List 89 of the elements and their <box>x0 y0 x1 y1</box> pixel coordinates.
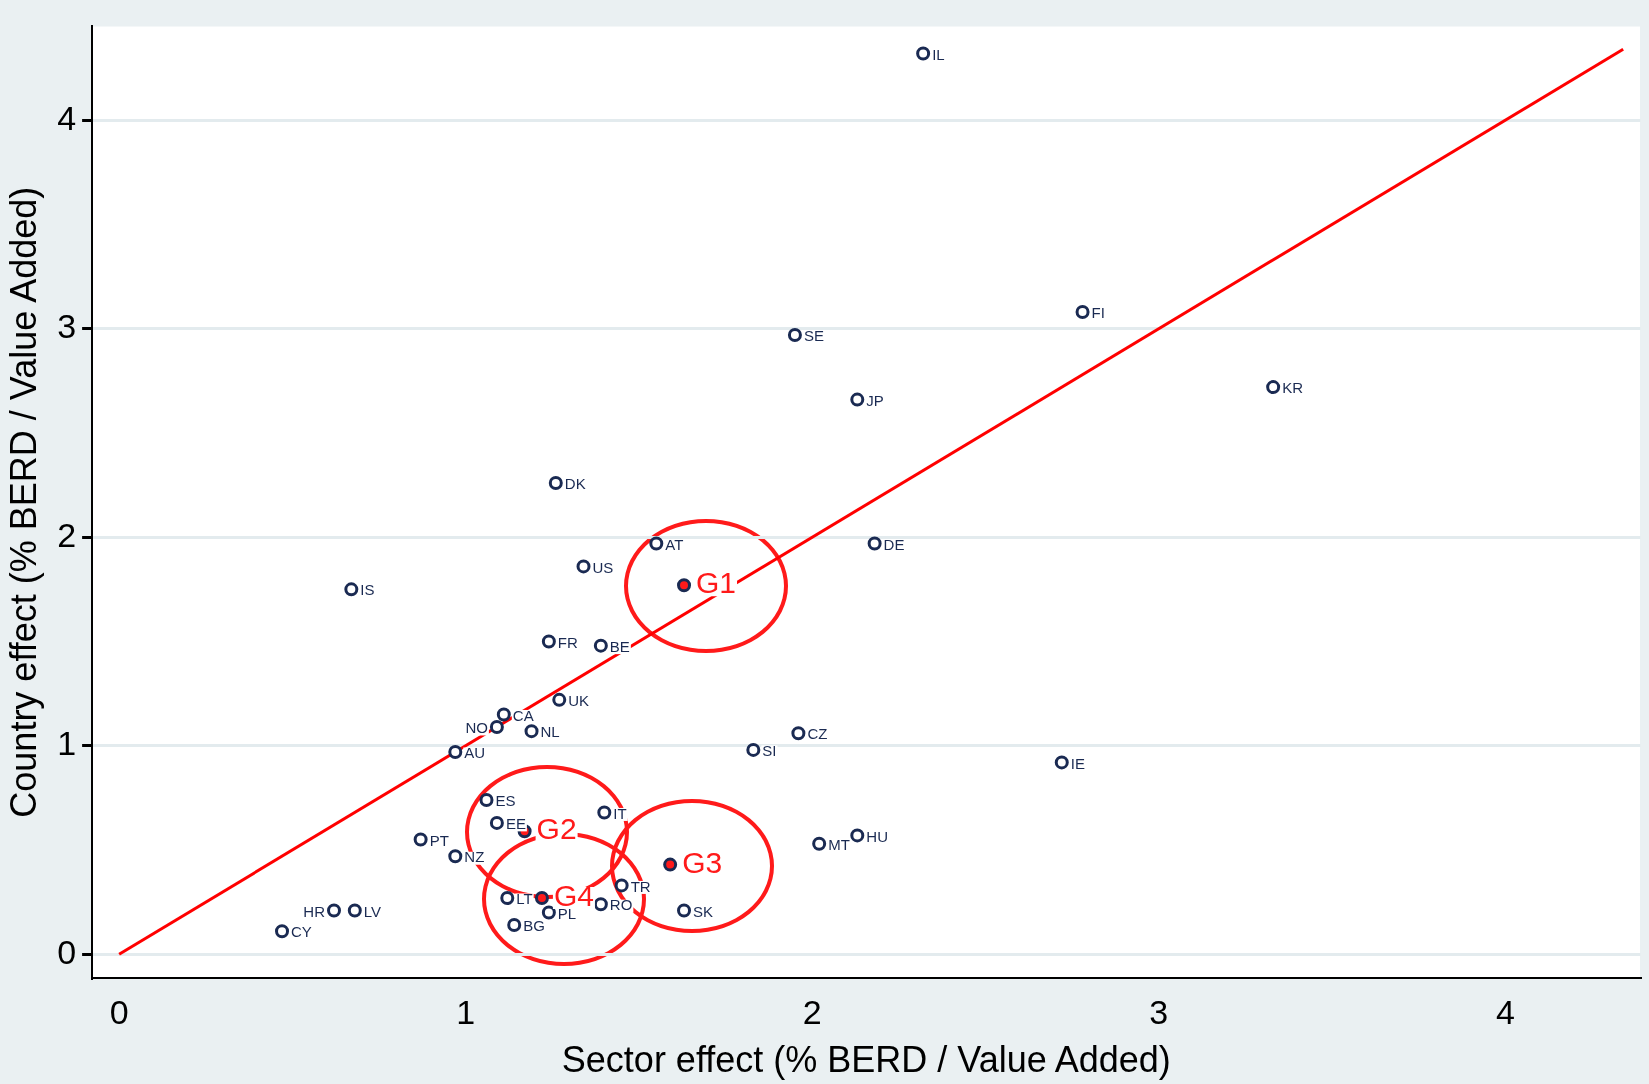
data-label: IL <box>932 45 945 63</box>
point <box>507 918 522 933</box>
data-label: NO <box>465 719 488 737</box>
x-tick-label: 3 <box>1149 992 1169 1031</box>
point <box>593 897 608 912</box>
point <box>1054 755 1069 770</box>
data-label: DK <box>564 475 586 493</box>
point <box>552 692 567 707</box>
point <box>524 724 539 739</box>
point <box>663 857 678 872</box>
data-label: DE <box>883 535 905 553</box>
x-tick-label: 0 <box>109 992 129 1031</box>
data-label: CA <box>512 706 534 724</box>
point <box>787 327 802 342</box>
x-tick-label: 1 <box>456 992 476 1031</box>
point <box>347 903 362 918</box>
point <box>500 890 515 905</box>
y-tick-label: 2 <box>57 515 77 554</box>
point <box>275 924 290 939</box>
point <box>1266 380 1281 395</box>
data-label: TR <box>630 877 651 895</box>
point <box>850 392 865 407</box>
data-label: IE <box>1070 754 1085 772</box>
point <box>1075 305 1090 320</box>
data-label: FI <box>1091 304 1105 322</box>
data-label: G3 <box>682 845 723 879</box>
point <box>413 832 428 847</box>
data-label: NL <box>540 723 560 741</box>
y-tick-label: 3 <box>57 307 77 346</box>
data-label: MT <box>828 835 850 853</box>
point <box>677 578 692 593</box>
data-label: AU <box>464 744 486 762</box>
data-label: RO <box>609 896 633 914</box>
data-label: KR <box>1282 379 1304 397</box>
data-label: HU <box>866 827 888 845</box>
point <box>614 878 629 893</box>
point <box>548 476 563 491</box>
data-label: PT <box>429 831 449 849</box>
data-label: HR <box>303 902 326 920</box>
point <box>534 890 549 905</box>
x-tick-label: 4 <box>1495 992 1515 1031</box>
point <box>867 536 882 551</box>
y-tick-label: 0 <box>57 932 77 971</box>
data-label: UK <box>568 692 590 709</box>
data-label: G1 <box>696 566 737 600</box>
point <box>489 719 504 734</box>
y-axis-title: Country effect (% BERD / Value Added) <box>2 186 44 818</box>
point <box>327 903 341 918</box>
point <box>916 46 931 61</box>
point <box>541 905 556 920</box>
point <box>593 638 608 653</box>
data-label: US <box>592 558 614 576</box>
data-label: FR <box>557 633 579 651</box>
data-label: IS <box>360 581 375 599</box>
y-tick-label: 4 <box>57 98 77 137</box>
data-label: LT <box>516 890 533 908</box>
point <box>597 805 612 820</box>
point <box>448 744 463 759</box>
point <box>448 849 463 864</box>
point <box>649 536 664 551</box>
point <box>344 582 359 597</box>
data-label: IT <box>613 804 627 822</box>
data-label: LV <box>363 902 382 920</box>
data-label: EE <box>505 815 526 833</box>
data-label: SK <box>693 902 714 920</box>
data-label: G2 <box>536 812 577 846</box>
point <box>576 559 591 574</box>
point <box>746 742 761 757</box>
data-label: ES <box>495 792 516 810</box>
data-label: CY <box>291 923 312 941</box>
point <box>489 815 504 830</box>
point <box>496 707 511 722</box>
data-label: CZ <box>807 725 828 743</box>
point <box>850 828 865 843</box>
data-label: JP <box>866 391 884 409</box>
data-label: NZ <box>464 848 485 866</box>
data-label: BE <box>609 637 630 655</box>
data-label: AT <box>665 535 684 553</box>
x-axis-title: Sector effect (% BERD / Value Added) <box>561 1039 1171 1081</box>
point <box>812 836 827 851</box>
data-label: BG <box>523 917 545 935</box>
data-label: SI <box>762 742 777 760</box>
point <box>479 792 494 807</box>
point <box>677 903 692 918</box>
data-label: SE <box>803 327 824 345</box>
point <box>541 634 556 649</box>
x-tick-label: 2 <box>802 992 822 1031</box>
point <box>791 726 806 741</box>
y-tick-label: 1 <box>57 724 77 763</box>
